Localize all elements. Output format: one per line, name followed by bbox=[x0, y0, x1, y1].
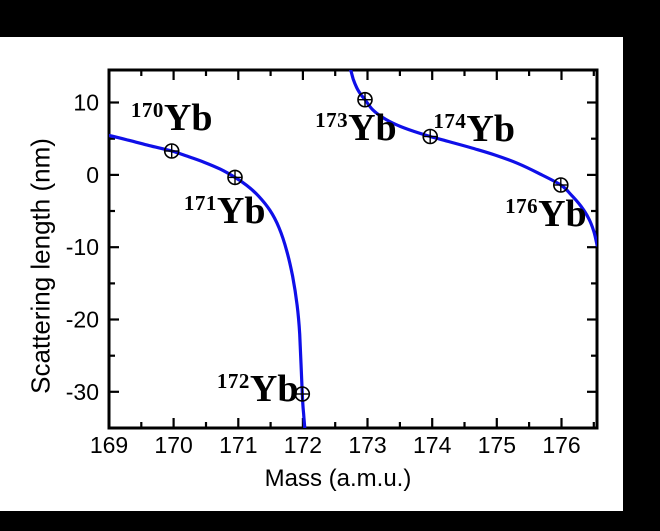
letterbox-top-bar bbox=[0, 0, 660, 37]
y-tick-label: -20 bbox=[66, 307, 99, 333]
letterbox-right-bar bbox=[623, 0, 660, 531]
y-tick-label: 10 bbox=[73, 90, 99, 116]
y-tick-label: 0 bbox=[86, 162, 99, 188]
scattering-length-curve-right-branch bbox=[349, 70, 597, 247]
letterbox-bottom-bar bbox=[0, 511, 660, 531]
isotope-mass-number: 174 bbox=[433, 108, 467, 133]
x-tick-label: 169 bbox=[90, 432, 128, 458]
isotope-element-symbol: Yb bbox=[163, 96, 213, 139]
y-tick-label: -10 bbox=[66, 234, 99, 260]
isotope-label-173Yb: 173Yb bbox=[315, 109, 397, 147]
data-point-marker-176Yb bbox=[552, 177, 569, 193]
data-point-marker-174Yb bbox=[422, 128, 439, 145]
isotope-mass-number: 170 bbox=[130, 97, 164, 122]
isotope-label-174Yb: 174Yb bbox=[433, 110, 515, 148]
x-tick-label: 174 bbox=[413, 432, 452, 458]
isotope-label-170Yb: 170Yb bbox=[131, 99, 213, 137]
x-tick-labels: 169 170 171 172 173 174 175 176 bbox=[90, 432, 581, 458]
data-point-marker-171Yb bbox=[227, 169, 243, 186]
y-tick-labels: 10 0 -10 -20 -30 bbox=[66, 90, 99, 405]
axis-ticks bbox=[107, 70, 597, 430]
isotope-element-symbol: Yb bbox=[249, 367, 299, 410]
isotope-element-symbol: Yb bbox=[216, 190, 266, 232]
x-tick-label: 176 bbox=[542, 432, 580, 458]
y-axis-title: Scattering length (nm) bbox=[25, 138, 56, 394]
data-point-marker-173Yb bbox=[357, 91, 373, 108]
y-tick-label: -30 bbox=[66, 379, 99, 405]
axis-frame bbox=[107, 68, 599, 430]
data-point-markers bbox=[163, 91, 569, 402]
isotope-mass-number: 176 bbox=[505, 193, 539, 218]
isotope-mass-number: 173 bbox=[315, 107, 349, 132]
isotope-label-171Yb: 171Yb bbox=[184, 192, 266, 230]
isotope-mass-number: 172 bbox=[216, 368, 250, 393]
data-point-marker-172Yb bbox=[294, 386, 311, 402]
isotope-element-symbol: Yb bbox=[538, 192, 587, 235]
isotope-label-176Yb: 176Yb bbox=[505, 195, 587, 233]
data-point-marker-170Yb bbox=[163, 143, 180, 159]
x-tick-label: 175 bbox=[478, 432, 516, 458]
x-tick-label: 170 bbox=[154, 432, 192, 458]
isotope-element-symbol: Yb bbox=[466, 107, 515, 150]
x-axis-title: Mass (a.m.u.) bbox=[264, 465, 412, 492]
isotope-element-symbol: Yb bbox=[348, 106, 397, 149]
x-tick-label: 173 bbox=[348, 432, 386, 458]
isotope-mass-number: 171 bbox=[183, 191, 217, 215]
isotope-label-172Yb: 172Yb bbox=[217, 370, 299, 408]
x-tick-label: 172 bbox=[284, 432, 322, 458]
x-tick-label: 171 bbox=[219, 432, 257, 458]
